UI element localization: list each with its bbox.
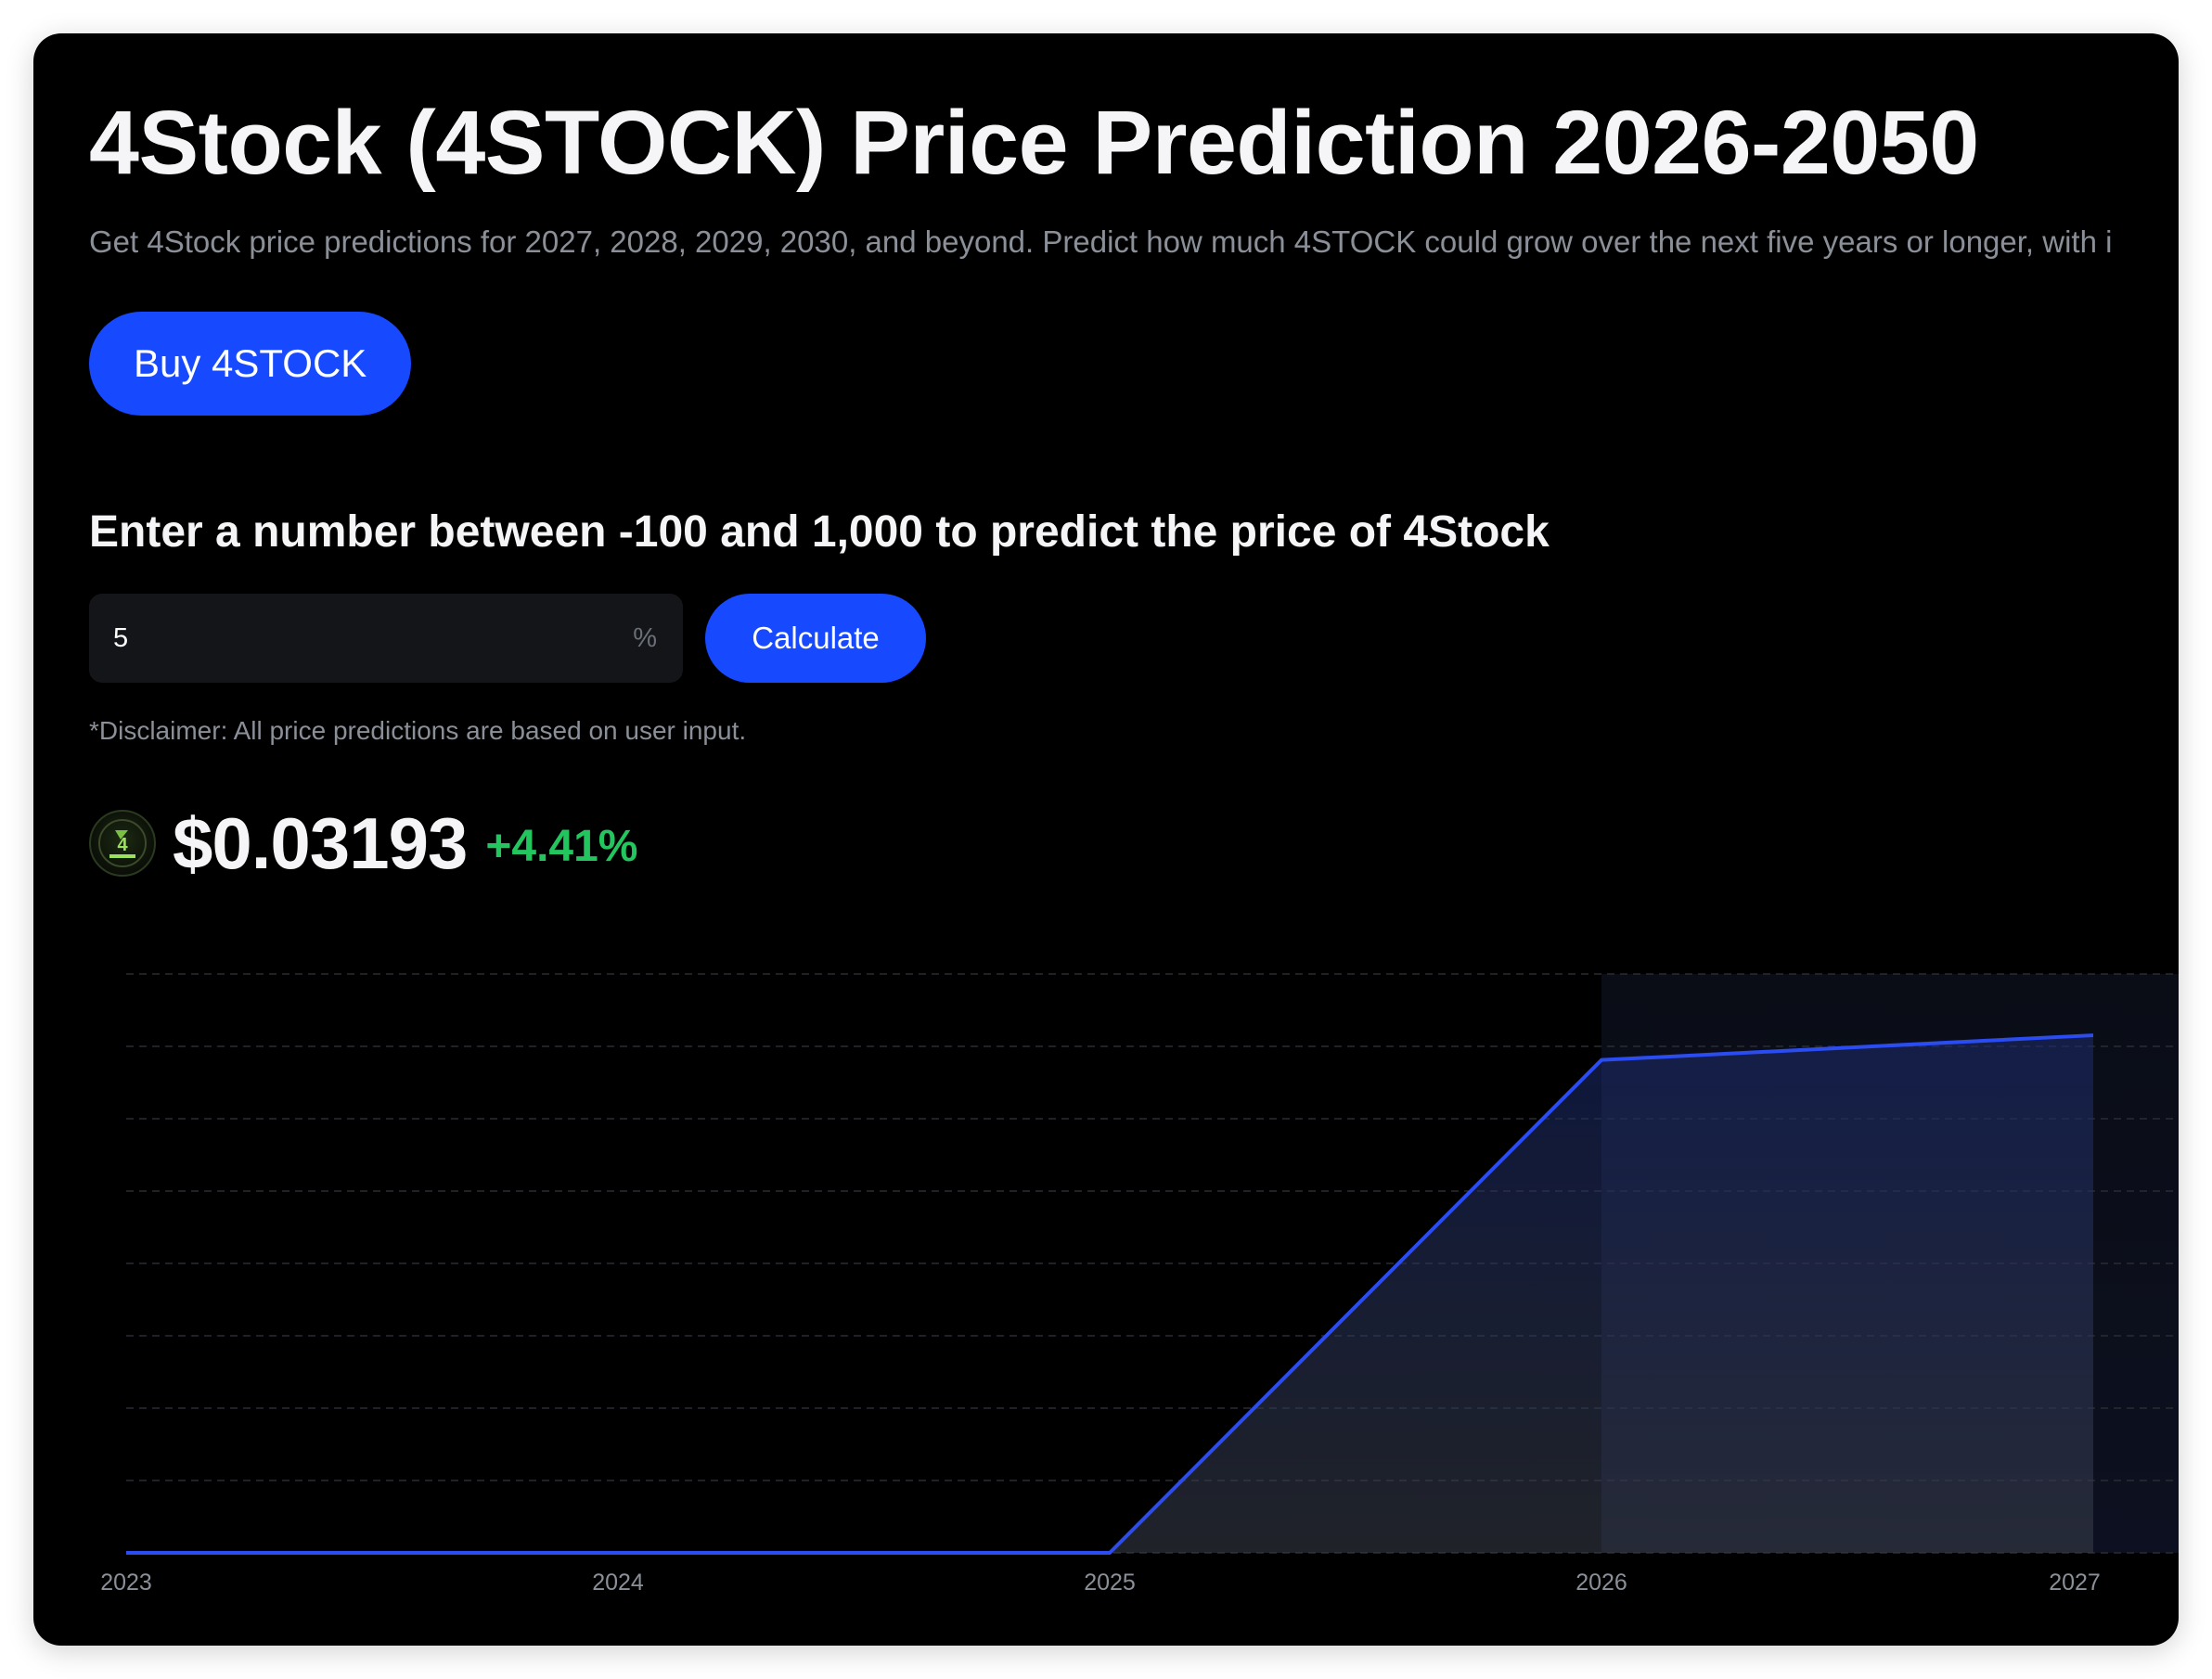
x-tick-label: 2027 bbox=[2049, 1570, 2101, 1596]
page-subtitle: Get 4Stock price predictions for 2027, 2… bbox=[89, 224, 2113, 259]
price-summary: 4 $0.03193 +4.41% bbox=[89, 801, 637, 885]
price-change-badge: +4.41% bbox=[485, 821, 638, 871]
disclaimer-text: *Disclaimer: All price predictions are b… bbox=[89, 716, 747, 745]
prediction-card: 4Stock (4STOCK) Price Prediction 2026-20… bbox=[33, 33, 2179, 1646]
percentage-input-field[interactable]: % bbox=[89, 594, 683, 683]
x-tick-label: 2025 bbox=[1084, 1570, 1136, 1596]
x-tick-label: 2024 bbox=[592, 1570, 644, 1596]
percent-suffix: % bbox=[633, 623, 657, 653]
price-area bbox=[126, 1035, 2093, 1553]
x-tick-label: 2023 bbox=[100, 1570, 152, 1596]
4stocks-logo-icon: 4 bbox=[89, 810, 156, 877]
current-price: $0.03193 bbox=[173, 801, 468, 884]
buy-button[interactable]: Buy 4STOCK bbox=[89, 312, 412, 416]
price-prediction-chart: 2023 2024 2025 2026 2027 bbox=[100, 973, 2179, 1596]
page-title: 4Stock (4STOCK) Price Prediction 2026-20… bbox=[89, 92, 1979, 193]
percentage-input[interactable] bbox=[89, 594, 609, 683]
calculator-prompt: Enter a number between -100 and 1,000 to… bbox=[89, 507, 1550, 557]
x-tick-label: 2026 bbox=[1575, 1570, 1627, 1596]
calculate-button[interactable]: Calculate bbox=[705, 594, 926, 683]
svg-text:4: 4 bbox=[117, 835, 128, 855]
